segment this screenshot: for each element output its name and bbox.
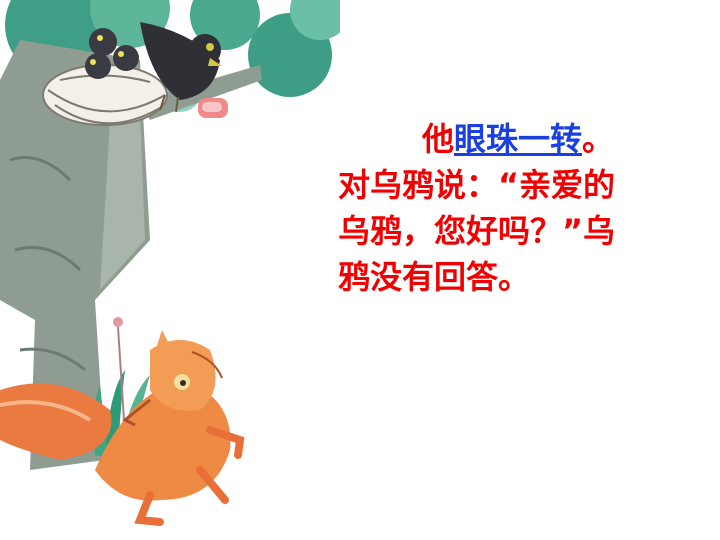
crow-icon (85, 22, 222, 113)
story-line-1-suffix: 。 (582, 120, 615, 158)
story-line-4: 鸦没有回答。 (338, 258, 531, 296)
fox-icon (0, 330, 245, 526)
fox-and-crow-illustration (0, 0, 340, 526)
nest-icon (42, 64, 168, 126)
meat-icon (198, 98, 228, 118)
story-line-1: 他眼珠一转。 (338, 116, 698, 162)
story-line-1-prefix: 他 (422, 120, 455, 158)
tree-icon (0, 0, 340, 470)
story-line-2: 对乌鸦说：“亲爱的 (338, 166, 616, 204)
highlighted-phrase: 眼珠一转 (454, 120, 583, 158)
story-text: 他眼珠一转。 对乌鸦说：“亲爱的 乌鸦，您好吗？”乌 鸦没有回答。 (338, 116, 698, 300)
story-line-3: 乌鸦，您好吗？”乌 (338, 212, 616, 250)
